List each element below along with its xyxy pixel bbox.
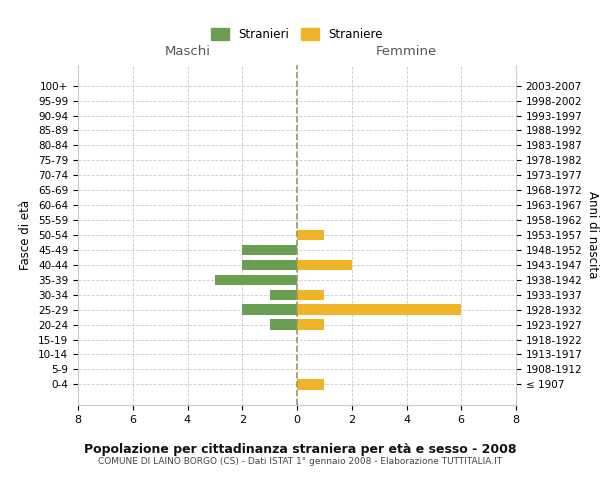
Bar xyxy=(269,290,297,300)
Text: COMUNE DI LAINO BORGO (CS) - Dati ISTAT 1° gennaio 2008 - Elaborazione TUTTITALI: COMUNE DI LAINO BORGO (CS) - Dati ISTAT … xyxy=(98,458,502,466)
Bar xyxy=(242,304,297,315)
Y-axis label: Anni di nascita: Anni di nascita xyxy=(586,192,599,278)
Bar xyxy=(242,260,297,270)
Bar xyxy=(215,274,297,285)
Bar xyxy=(297,260,352,270)
Bar xyxy=(297,290,325,300)
Text: Maschi: Maschi xyxy=(164,45,211,58)
Text: Femmine: Femmine xyxy=(376,45,437,58)
Bar xyxy=(297,379,325,390)
Bar xyxy=(297,320,325,330)
Bar xyxy=(269,320,297,330)
Bar xyxy=(242,244,297,255)
Text: Popolazione per cittadinanza straniera per età e sesso - 2008: Popolazione per cittadinanza straniera p… xyxy=(84,442,516,456)
Bar xyxy=(297,230,325,240)
Y-axis label: Fasce di età: Fasce di età xyxy=(19,200,32,270)
Bar xyxy=(297,304,461,315)
Legend: Stranieri, Straniere: Stranieri, Straniere xyxy=(206,24,388,46)
